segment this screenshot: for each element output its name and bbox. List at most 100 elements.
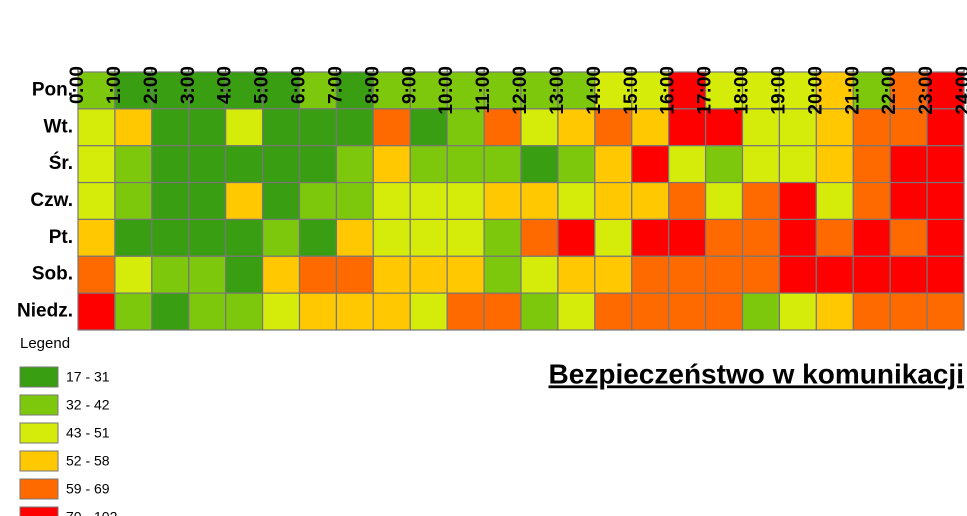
heat-cell (815, 71, 854, 110)
legend-label: 59 - 69 (66, 481, 110, 497)
heat-cell (114, 145, 153, 184)
heat-cell (261, 108, 301, 147)
heat-cell (335, 255, 374, 294)
heat-cell (446, 218, 485, 257)
heat-cell (261, 292, 301, 331)
heat-cell (520, 218, 559, 257)
heat-cell (631, 71, 670, 110)
heat-cell (225, 108, 264, 147)
chart-title: Bezpieczeństwo w komunikacji (549, 358, 964, 389)
heat-cell (446, 145, 485, 184)
heat-cell (483, 71, 522, 110)
heat-cell (926, 108, 965, 147)
heat-cell (225, 255, 264, 294)
heat-cell (409, 292, 448, 331)
heat-cell (188, 255, 227, 294)
heat-cell (741, 145, 781, 184)
heat-cell (114, 218, 153, 257)
heat-cell (261, 145, 301, 184)
heat-cell (852, 181, 891, 221)
legend-swatch (19, 366, 59, 388)
heat-cell (594, 218, 633, 257)
heat-cell (335, 145, 374, 184)
y-tick-label: Śr. (49, 152, 73, 174)
x-tick-label: 10:00 (436, 66, 457, 115)
heat-cell (372, 108, 411, 147)
x-tick-label: 16:00 (658, 66, 679, 115)
heat-cell (372, 145, 411, 184)
heat-cell (741, 71, 781, 110)
legend-label: 17 - 31 (66, 369, 110, 385)
heat-cell (704, 255, 744, 294)
heat-cell (298, 181, 338, 221)
heat-cell (409, 145, 448, 184)
legend-label: 52 - 58 (66, 453, 110, 469)
heat-cell (704, 145, 744, 184)
heat-cell (668, 218, 707, 257)
heat-cell (151, 255, 190, 294)
x-tick-label: 22:00 (879, 66, 900, 115)
heat-cell (261, 71, 301, 110)
heat-cell (520, 181, 559, 221)
heat-cell (298, 218, 338, 257)
heat-cell (631, 181, 670, 221)
legend-label: 32 - 42 (66, 397, 110, 413)
y-tick-label: Sob. (32, 264, 73, 285)
heat-cell (335, 218, 374, 257)
y-tick-label: Pon. (32, 79, 73, 100)
x-tick-label: 5:00 (252, 66, 273, 104)
heat-cell (778, 255, 817, 294)
heat-cell (335, 181, 374, 221)
heat-cell (741, 108, 781, 147)
heat-cell (668, 181, 707, 221)
heat-cell (926, 181, 965, 221)
heat-cell (409, 71, 448, 110)
heat-cell (77, 218, 116, 257)
heat-cell (298, 292, 338, 331)
heat-cell (852, 292, 891, 331)
heat-cell (741, 218, 781, 257)
heat-cell (188, 145, 227, 184)
heat-cell (926, 292, 965, 331)
heat-cell (151, 145, 190, 184)
heat-cell (926, 145, 965, 184)
heat-cell (557, 71, 596, 110)
legend-label: 70 - 102 (66, 509, 118, 516)
heat-cell (631, 255, 670, 294)
x-tick-label: 23:00 (916, 66, 937, 115)
heat-cell (446, 255, 485, 294)
legend-label: 43 - 51 (66, 425, 110, 441)
heat-cell (409, 255, 448, 294)
heat-cell (151, 292, 190, 331)
x-tick-label: 24:00 (953, 66, 967, 115)
x-tick-label: 2:00 (141, 66, 162, 104)
heat-cell (631, 108, 670, 147)
heat-cell (926, 218, 965, 257)
heat-cell (520, 292, 559, 331)
x-tick-label: 14:00 (584, 66, 605, 115)
heat-cell (741, 255, 781, 294)
x-tick-label: 18:00 (732, 66, 753, 115)
heat-cell (741, 181, 781, 221)
x-tick-label: 3:00 (178, 66, 199, 104)
heat-cell (631, 145, 670, 184)
heat-cell (889, 292, 928, 331)
heat-cell (483, 145, 522, 184)
x-tick-label: 6:00 (289, 66, 310, 104)
heat-cell (815, 292, 854, 331)
heat-cell (520, 108, 559, 147)
heat-cell (77, 108, 116, 147)
heat-cell (225, 292, 264, 331)
heat-cell (446, 292, 485, 331)
heat-cell (778, 292, 817, 331)
heat-cell (188, 292, 227, 331)
heat-cell (114, 71, 153, 110)
heat-cell (409, 108, 448, 147)
heat-cell (926, 71, 965, 110)
heat-cell (261, 181, 301, 221)
heat-cell (114, 181, 153, 221)
heat-cell (261, 218, 301, 257)
heat-cell (188, 218, 227, 257)
heat-cell (335, 108, 374, 147)
